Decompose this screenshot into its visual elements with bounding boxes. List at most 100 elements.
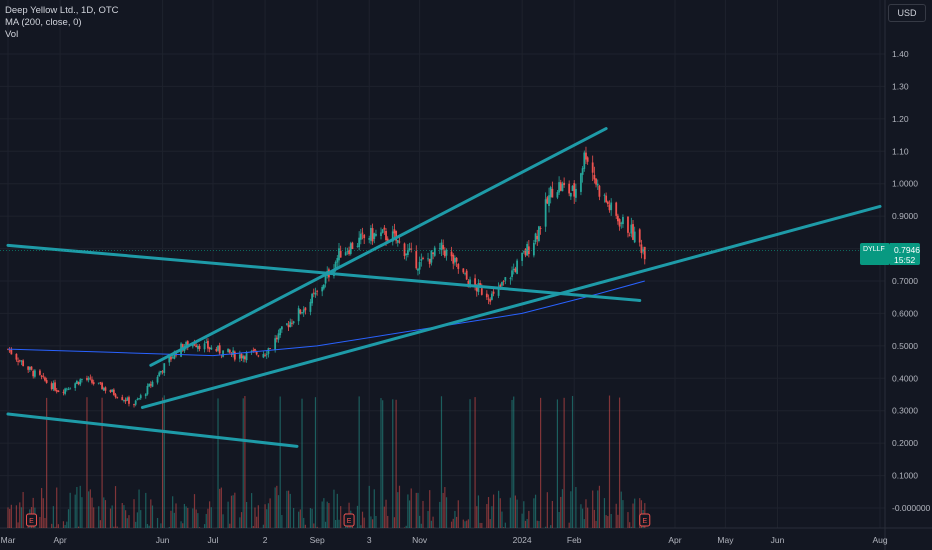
candle-body (159, 370, 162, 373)
volume-bar (368, 485, 370, 528)
volume-bar (182, 523, 184, 528)
candle-body (280, 326, 283, 330)
candle-body (322, 284, 325, 289)
candle-body (514, 268, 517, 272)
volume-bar (232, 495, 234, 528)
volume-bar (597, 490, 599, 528)
candle-body (20, 360, 23, 362)
x-tick-label: Apr (668, 535, 681, 545)
ma-indicator-label[interactable]: MA (200, close, 0) (5, 17, 82, 28)
volume-bar (538, 521, 540, 528)
candle-body (52, 383, 55, 390)
symbol-title[interactable]: Deep Yellow Ltd., 1D, OTC (5, 5, 119, 16)
x-tick-label: Jun (771, 535, 785, 545)
volume-bar (17, 522, 19, 528)
candle-body (618, 219, 621, 227)
trendline (140, 204, 882, 409)
volume-bar (499, 498, 501, 528)
candle-body (274, 338, 277, 350)
y-tick-label: 0.5000 (892, 341, 918, 351)
volume-bar (639, 498, 641, 528)
candle-body (79, 379, 82, 385)
volume-bar (417, 492, 419, 528)
volume-bar (387, 515, 389, 528)
candle-body (254, 349, 256, 351)
volume-bar (93, 507, 95, 528)
volume-bar (340, 506, 342, 528)
volume-bar (311, 508, 313, 528)
candle-body (146, 385, 149, 395)
volume-bar (452, 518, 454, 528)
candle-body (606, 201, 609, 205)
candle-body (475, 285, 478, 292)
volume-bar (526, 518, 528, 528)
ticker-label: DYLLF (863, 246, 885, 253)
volume-bar (101, 397, 103, 528)
volume-bar (205, 513, 207, 528)
candle-body (487, 298, 490, 300)
candle-body (630, 224, 633, 234)
candle-body (99, 382, 102, 384)
candle-body (228, 349, 231, 353)
candle-body (208, 347, 211, 350)
y-tick-label: 0.2000 (892, 438, 918, 448)
volume-bar (113, 526, 115, 528)
volume-indicator-label[interactable]: Vol (5, 29, 19, 40)
candle-body (252, 350, 255, 351)
candle-body (289, 321, 292, 328)
candle-body (474, 278, 476, 286)
volume-bar (491, 506, 493, 528)
candle-body (222, 350, 224, 357)
volume-bar (476, 506, 478, 528)
candle-body (269, 348, 272, 350)
candle-body (583, 152, 586, 169)
candle-body (265, 354, 268, 356)
volume-bar (370, 516, 372, 528)
candle-body (299, 309, 302, 314)
candle-body (595, 178, 597, 185)
candle-body (574, 188, 577, 198)
volume-bar (634, 498, 636, 528)
candle-body (324, 276, 327, 284)
volume-bar (109, 508, 112, 528)
volume-bar (405, 525, 407, 528)
volume-bar (439, 501, 441, 528)
candle-body (640, 244, 643, 253)
currency-button[interactable]: USD (888, 4, 926, 22)
candle-body (511, 270, 513, 278)
candle-body (218, 345, 221, 354)
volume-bar (429, 490, 431, 528)
candle-body (77, 382, 80, 385)
candle-body (549, 187, 552, 198)
volume-bar (575, 487, 577, 528)
volume-bar (373, 489, 375, 528)
candle-body (267, 348, 270, 354)
candle-body (383, 227, 386, 230)
volume-bar (10, 504, 12, 528)
volume-bar (393, 517, 396, 528)
volume-bar (20, 507, 23, 528)
volume-bar (76, 486, 78, 528)
x-tick-label: Apr (53, 535, 66, 545)
candle-body (521, 252, 524, 261)
x-tick-label: Nov (412, 535, 428, 545)
volume-bar (456, 516, 458, 528)
volume-bar (629, 522, 631, 528)
candle-body (196, 345, 199, 349)
candle-body (67, 389, 70, 390)
volume-bar (252, 525, 254, 528)
volume-bar (454, 510, 456, 528)
candle-body (87, 377, 90, 381)
volume-bar (445, 497, 448, 528)
volume-bar (220, 487, 222, 528)
candle-body (170, 356, 172, 360)
candle-body (136, 399, 139, 400)
volume-bar (254, 507, 256, 528)
candle-body (642, 249, 644, 252)
candle-body (596, 183, 599, 186)
volume-bar (156, 517, 159, 528)
volume-bar (126, 518, 128, 528)
volume-bar (533, 498, 535, 528)
x-tick-label: 2024 (513, 535, 532, 545)
